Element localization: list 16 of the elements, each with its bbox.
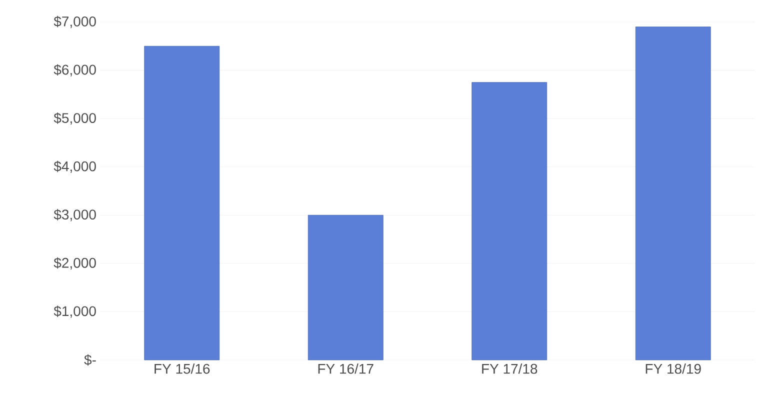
x-tick-label: FY 18/19 [646, 364, 701, 374]
y-tick-label: $2,000 [54, 257, 96, 270]
y-tick-label: $4,000 [54, 160, 96, 173]
bar [635, 26, 711, 360]
y-tick-label: $5,000 [54, 112, 96, 125]
y-tick-label: $3,000 [54, 209, 96, 222]
x-tick-label: FY 17/18 [482, 364, 538, 374]
x-tick-label: FY 16/17 [318, 364, 374, 374]
bar [472, 82, 548, 360]
y-tick-label: $1,000 [54, 306, 96, 318]
y-tick-label: $7,000 [54, 16, 96, 28]
y-tick-label: $6,000 [54, 64, 96, 76]
y-tick-label: $- [84, 354, 96, 366]
bar [144, 46, 220, 360]
bar [308, 214, 384, 360]
x-tick-label: FY 15/16 [154, 364, 210, 374]
